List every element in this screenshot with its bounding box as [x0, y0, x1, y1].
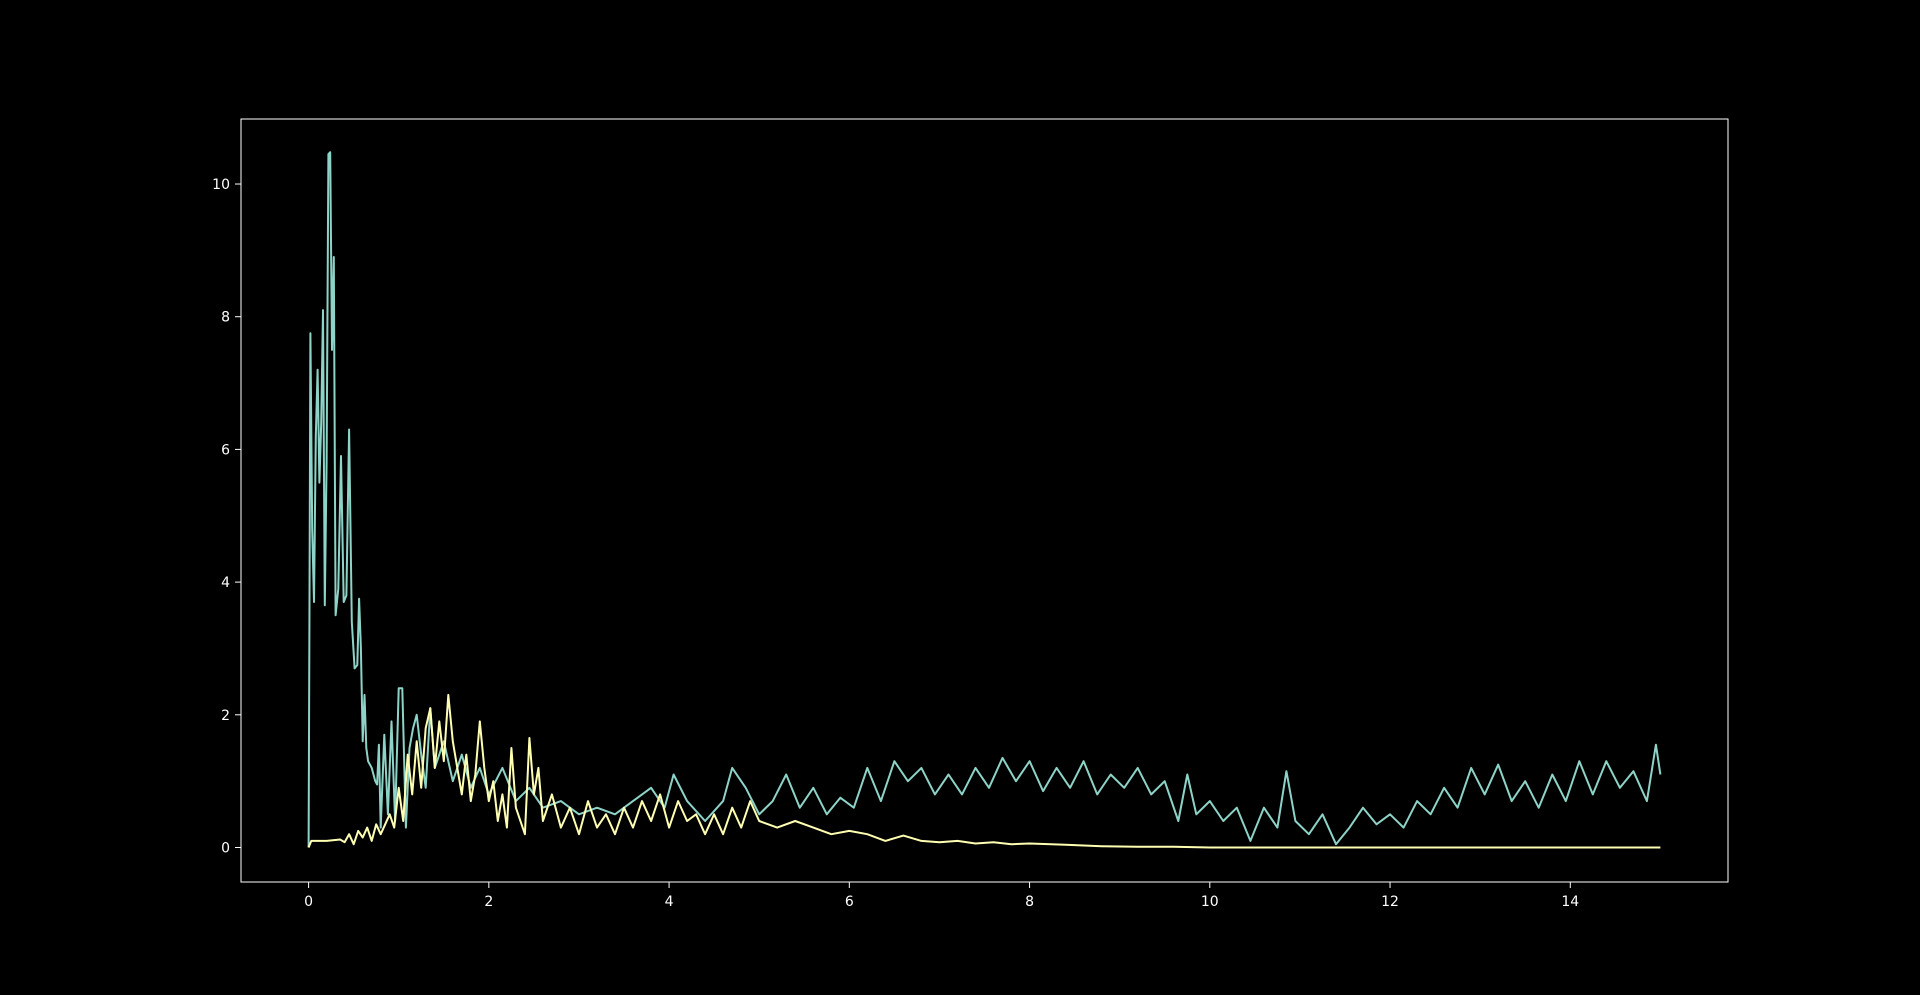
- y-tick-label: 6: [221, 442, 230, 458]
- x-tick-label: 14: [1561, 894, 1579, 910]
- x-tick-label: 12: [1381, 894, 1399, 910]
- x-tick-label: 10: [1201, 894, 1219, 910]
- series-line-1: [307, 151, 1662, 848]
- y-tick-label: 0: [221, 840, 230, 856]
- y-tick-label: 8: [221, 310, 230, 326]
- y-tick-label: 4: [221, 575, 230, 591]
- x-tick-label: 8: [1025, 894, 1034, 910]
- axes-layer: 0 2 4 6 8 10 12 14 0 2 4 6 8 10: [212, 118, 1729, 910]
- y-tick-label: 10: [212, 177, 230, 193]
- series-line-2: [307, 693, 1661, 849]
- x-tick-label: 6: [845, 894, 854, 910]
- plot-frame: [240, 118, 1729, 883]
- x-tick-label: 4: [665, 894, 674, 910]
- x-tick-label: 0: [304, 894, 313, 910]
- x-tick-label: 2: [484, 894, 493, 910]
- y-tick-label: 2: [221, 708, 230, 724]
- series-layer: [307, 151, 1662, 849]
